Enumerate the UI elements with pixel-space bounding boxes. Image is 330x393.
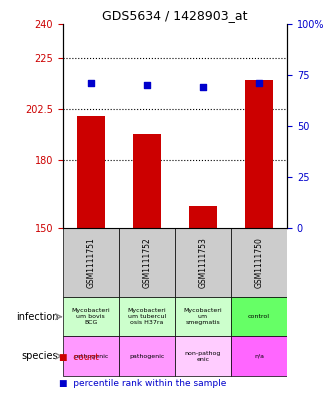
Text: n/a: n/a	[254, 354, 264, 358]
Bar	[175, 298, 231, 336]
Text: species: species	[21, 351, 58, 361]
Bar	[189, 206, 217, 228]
Text: Mycobacteri
um bovis
BCG: Mycobacteri um bovis BCG	[71, 309, 110, 325]
Bar	[119, 228, 175, 298]
Bar	[175, 228, 231, 298]
Text: GSM1111752: GSM1111752	[142, 237, 151, 288]
Point	[144, 82, 149, 88]
Text: Mycobacteri
um tubercul
osis H37ra: Mycobacteri um tubercul osis H37ra	[127, 309, 166, 325]
Point	[88, 80, 93, 86]
Text: non-pathog
enic: non-pathog enic	[185, 351, 221, 362]
Text: ■  count: ■ count	[59, 353, 99, 362]
Text: GSM1111753: GSM1111753	[198, 237, 208, 288]
Bar	[231, 336, 287, 376]
Bar	[175, 336, 231, 376]
Bar	[119, 336, 175, 376]
Text: pathogenic: pathogenic	[129, 354, 165, 358]
Text: GSM1111750: GSM1111750	[254, 237, 264, 288]
Point	[200, 84, 206, 90]
Text: Mycobacteri
um
smegmatis: Mycobacteri um smegmatis	[183, 309, 222, 325]
Bar	[231, 298, 287, 336]
Bar	[231, 228, 287, 298]
Bar	[133, 134, 161, 228]
Text: infection: infection	[16, 312, 58, 322]
Text: pathogenic: pathogenic	[73, 354, 109, 358]
Bar	[119, 298, 175, 336]
Bar	[245, 81, 273, 228]
Text: control: control	[248, 314, 270, 319]
Text: ■  percentile rank within the sample: ■ percentile rank within the sample	[59, 379, 227, 387]
Text: GSM1111751: GSM1111751	[86, 237, 95, 288]
Bar	[77, 116, 105, 228]
Bar	[63, 336, 119, 376]
Point	[256, 80, 262, 86]
Bar	[63, 298, 119, 336]
Bar	[63, 228, 119, 298]
Title: GDS5634 / 1428903_at: GDS5634 / 1428903_at	[102, 9, 248, 22]
